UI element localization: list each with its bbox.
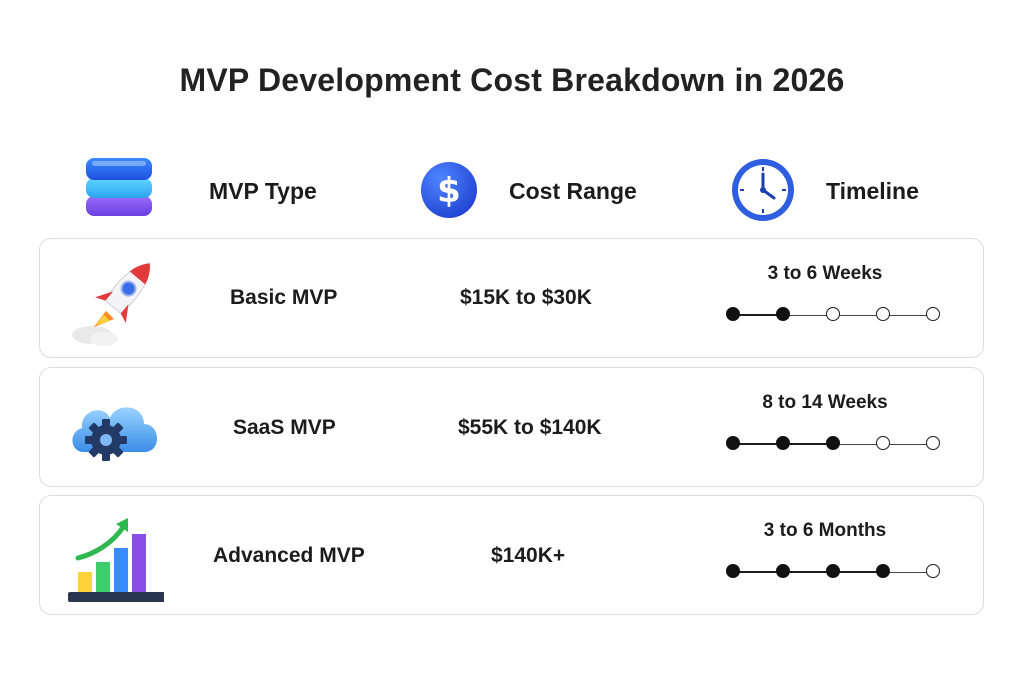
- dollar-icon: $: [419, 160, 479, 225]
- mvp-type-cell: SaaS MVP: [233, 416, 336, 439]
- timeline-connector: [733, 314, 783, 316]
- table-row: SaaS MVP $55K to $140K 8 to 14 Weeks: [39, 367, 984, 487]
- timeline-connector: [883, 571, 933, 573]
- cloud-gear-icon: [64, 378, 164, 478]
- timeline-label: 8 to 14 Weeks: [762, 392, 888, 413]
- mvp-type-cell: Basic MVP: [230, 286, 338, 309]
- table-row: Basic MVP $15K to $30K 3 to 6 Weeks: [39, 238, 984, 358]
- mvp-type-cell: Advanced MVP: [213, 544, 365, 567]
- cost-range-cell: $15K to $30K: [460, 286, 592, 309]
- timeline-connector: [883, 314, 933, 316]
- timeline-step-empty: [926, 307, 940, 321]
- timeline-connector: [833, 443, 883, 445]
- timeline-step-empty: [876, 307, 890, 321]
- timeline-label: 3 to 6 Months: [763, 520, 887, 541]
- timeline-step-empty: [926, 564, 940, 578]
- timeline-step-empty: [926, 436, 940, 450]
- timeline-step-empty: [826, 307, 840, 321]
- timeline-step-filled: [776, 436, 790, 450]
- timeline-connector: [883, 443, 933, 445]
- page-title: MVP Development Cost Breakdown in 2026: [179, 62, 845, 98]
- timeline-step-filled: [726, 564, 740, 578]
- timeline-step-filled: [826, 564, 840, 578]
- header-timeline: Timeline: [826, 178, 919, 204]
- timeline-step-filled: [726, 307, 740, 321]
- timeline-connector: [783, 314, 833, 316]
- timeline-label: 3 to 6 Weeks: [767, 263, 883, 284]
- svg-text:$: $: [437, 171, 461, 211]
- timeline-progress: [726, 307, 940, 323]
- timeline-step-filled: [826, 436, 840, 450]
- rocket-icon: [64, 249, 164, 349]
- timeline-progress: [726, 436, 940, 452]
- clock-icon: [730, 157, 796, 228]
- timeline-connector: [833, 571, 883, 573]
- timeline-connector: [833, 314, 883, 316]
- timeline-step-filled: [726, 436, 740, 450]
- timeline-connector: [783, 443, 833, 445]
- timeline-step-filled: [776, 307, 790, 321]
- growth-chart-icon: [64, 506, 166, 606]
- table-header: MVP Type $ Cost Range Timeline: [0, 152, 1024, 232]
- timeline-step-filled: [776, 564, 790, 578]
- timeline-progress: [726, 564, 940, 580]
- timeline-step-filled: [876, 564, 890, 578]
- timeline-connector: [733, 571, 783, 573]
- header-cost-range: Cost Range: [509, 178, 637, 204]
- cost-range-cell: $140K+: [491, 544, 566, 567]
- timeline-step-empty: [876, 436, 890, 450]
- timeline-connector: [733, 443, 783, 445]
- header-mvp-type: MVP Type: [209, 178, 317, 204]
- layers-icon: [82, 152, 156, 229]
- timeline-connector: [783, 571, 833, 573]
- cost-range-cell: $55K to $140K: [458, 416, 602, 439]
- table-row: Advanced MVP $140K+ 3 to 6 Months: [39, 495, 984, 615]
